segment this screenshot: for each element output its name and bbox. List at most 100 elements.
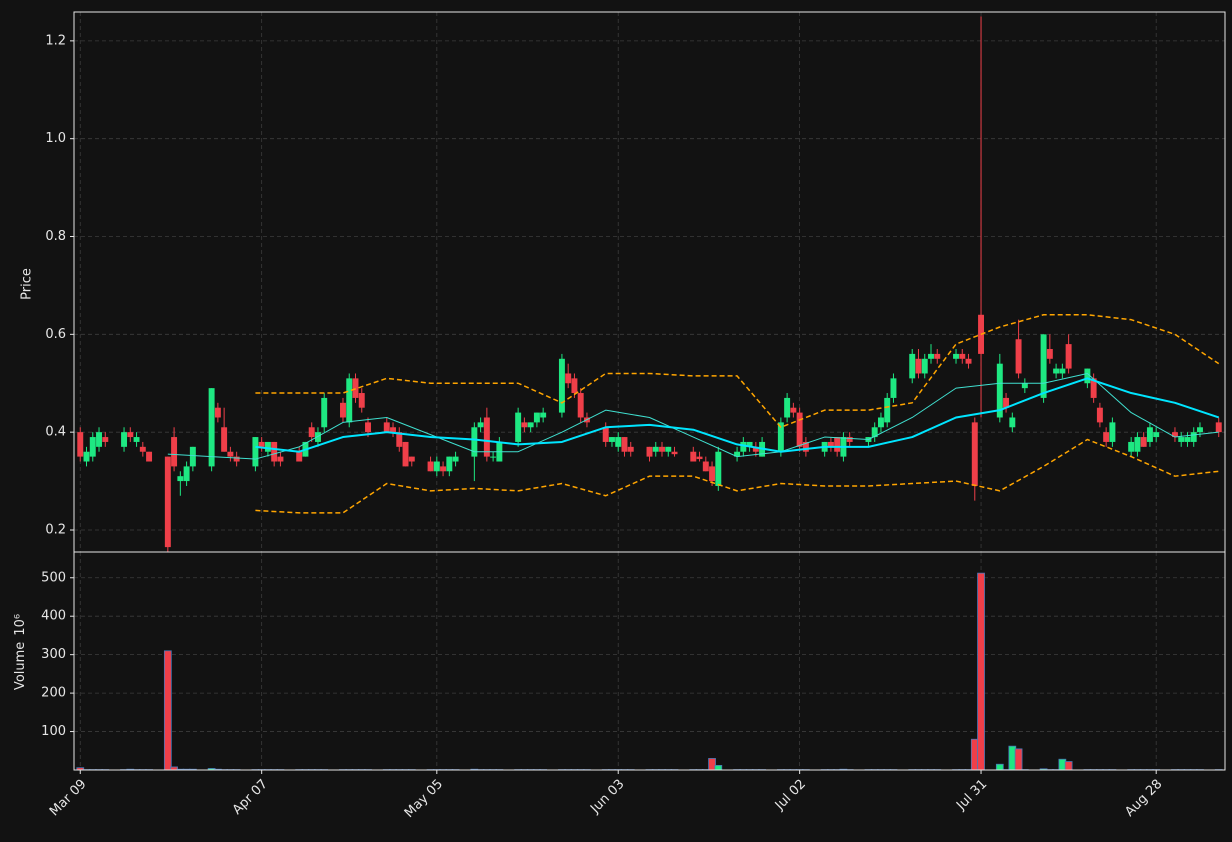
candle-body: [1021, 383, 1028, 389]
candle-body: [959, 353, 966, 359]
candle-body: [1178, 437, 1185, 442]
candle-body: [934, 353, 941, 359]
candle-body: [321, 397, 328, 428]
candle-body: [996, 363, 1003, 418]
candle-body: [877, 417, 884, 428]
candle-body: [1134, 437, 1141, 452]
candle-body: [277, 456, 284, 462]
candle-body: [740, 441, 747, 452]
candle-body: [164, 456, 171, 548]
volume-frame: [73, 551, 1226, 771]
candle-body: [433, 461, 440, 472]
candle-body: [921, 358, 928, 374]
candle-body: [1090, 378, 1097, 398]
y-tick-label: 1.0: [45, 131, 66, 146]
candle-body: [1046, 349, 1053, 359]
candle-body: [121, 432, 128, 447]
candle-body: [471, 427, 478, 457]
candle-body: [871, 427, 878, 438]
candle-body: [646, 446, 653, 457]
candle-body: [440, 466, 447, 472]
candle-body: [171, 437, 178, 467]
candle-body: [1059, 368, 1066, 374]
candle-body: [1053, 368, 1060, 374]
candle-body: [928, 353, 934, 359]
candle-body: [314, 432, 321, 442]
candle-body: [146, 451, 153, 462]
candle-body: [1040, 334, 1047, 398]
candle-body: [715, 451, 722, 486]
candle-body: [383, 422, 390, 433]
candle-body: [802, 441, 809, 452]
candle-body: [515, 412, 522, 442]
candle-body: [777, 422, 784, 452]
candle-body: [427, 461, 434, 472]
y-tick-label: 0.2: [45, 522, 66, 537]
candle-body: [1197, 427, 1203, 433]
candle-body: [365, 422, 371, 433]
candle-body: [784, 397, 791, 418]
candle-body: [233, 456, 240, 462]
y-tick-label: 300: [41, 647, 66, 662]
candle-body: [565, 373, 572, 384]
overlay-line: [255, 377, 1220, 453]
candle-body: [1153, 432, 1160, 438]
y-tick-label: 200: [41, 686, 66, 701]
candle-body: [1184, 437, 1191, 442]
candle-body: [671, 451, 678, 455]
candle-body: [483, 417, 490, 457]
candle-body: [77, 432, 84, 457]
volume-bar: [977, 572, 985, 771]
y-tick-label: 100: [41, 724, 66, 739]
candle-body: [965, 358, 972, 364]
candle-body: [490, 456, 497, 458]
volume-bar: [995, 763, 1004, 771]
candle-body: [96, 432, 102, 447]
candle-body: [690, 451, 697, 462]
candle-body: [1128, 441, 1135, 452]
candle-body: [971, 422, 978, 486]
volume-axis-label: Volume 10⁶: [13, 614, 28, 690]
candle-body: [696, 456, 703, 460]
volume-bar: [714, 764, 723, 771]
overlay-line: [167, 372, 1219, 460]
volume-label: Volume: [13, 642, 28, 690]
candle-body: [1096, 407, 1103, 423]
candle-body: [1215, 422, 1222, 433]
candle-body: [252, 437, 259, 467]
candle-body: [1003, 397, 1010, 408]
candle-body: [1065, 344, 1072, 369]
volume-unit: 10⁶: [13, 614, 28, 636]
candle-body: [133, 437, 140, 442]
candle-body: [953, 353, 959, 359]
volume-bar: [1064, 761, 1073, 771]
candle-body: [796, 412, 803, 447]
overlay-line: [255, 438, 1219, 514]
candle-body: [177, 476, 184, 482]
candle-body: [915, 358, 922, 374]
candle-body: [652, 446, 659, 452]
candle-body: [477, 422, 484, 428]
candle-body: [1140, 437, 1147, 447]
candle-body: [615, 437, 622, 447]
candle-body: [296, 451, 303, 462]
candle-body: [1146, 427, 1153, 442]
candle-body: [102, 437, 109, 442]
candle-body: [1190, 432, 1197, 442]
candle-body: [834, 437, 841, 452]
y-tick-label: 0.8: [45, 229, 66, 244]
candle-body: [183, 466, 190, 482]
candle-body: [1015, 339, 1022, 374]
candle-body: [665, 446, 672, 452]
y-tick-label: 0.4: [45, 425, 66, 440]
candle-body: [208, 388, 215, 467]
candle-body: [909, 353, 916, 379]
y-tick-label: 400: [41, 609, 66, 624]
candle-body: [709, 466, 716, 482]
candle-body: [452, 456, 459, 462]
candle-body: [577, 393, 584, 418]
candle-body: [446, 456, 453, 472]
candle-body: [402, 441, 409, 467]
